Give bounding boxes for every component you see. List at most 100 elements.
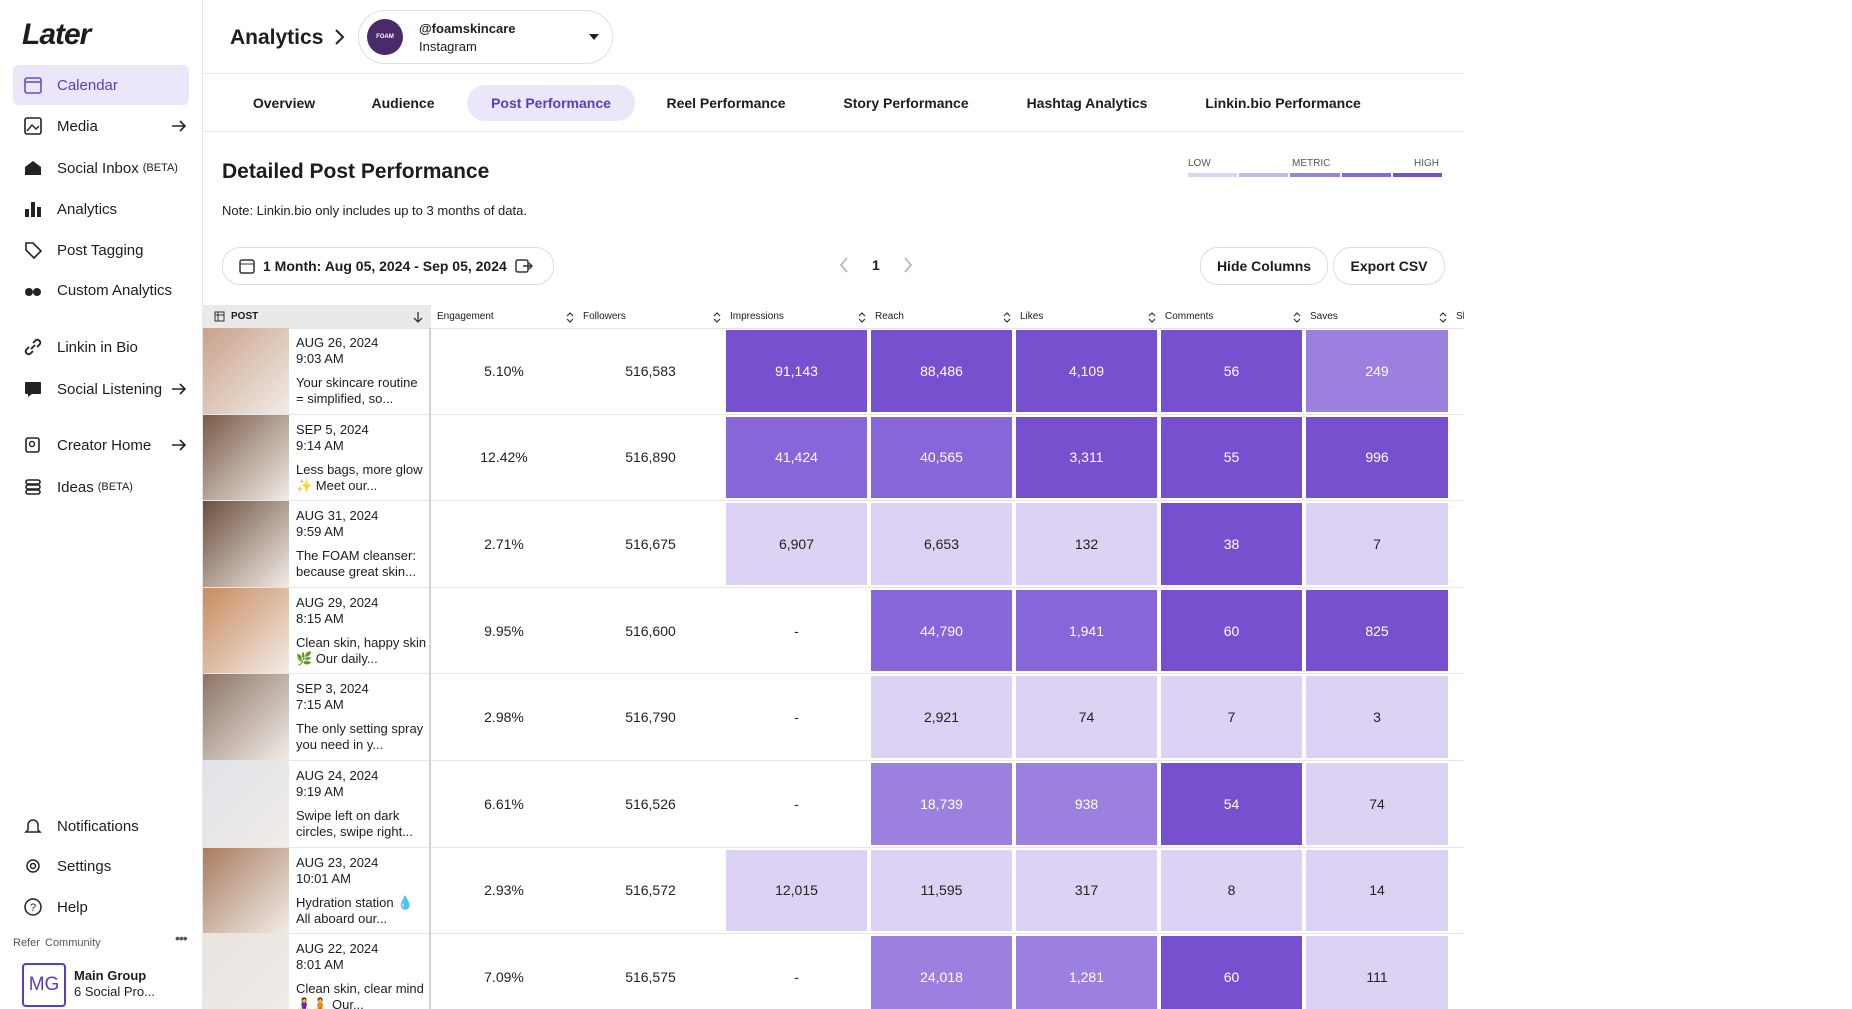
nav-item[interactable]: Social Listening xyxy=(13,369,189,409)
metric-cell: 41,424 xyxy=(726,416,867,499)
metric-cell: 516,526 xyxy=(579,763,722,845)
nav-icon xyxy=(25,202,41,217)
community-link[interactable]: Community xyxy=(45,937,101,949)
nav-label: Notifications xyxy=(57,817,139,835)
legend-swatch xyxy=(1188,173,1238,177)
sort-icon xyxy=(1293,311,1301,323)
nav-icon xyxy=(24,338,42,356)
post-thumbnail[interactable] xyxy=(203,587,289,674)
nav-item[interactable]: Notifications xyxy=(13,806,189,846)
post-column-border xyxy=(429,934,431,1009)
post-caption: Less bags, more glow ✨ Meet our... xyxy=(296,461,423,493)
nav-item[interactable]: Custom Analytics xyxy=(13,270,189,310)
column-title: Likes xyxy=(1020,311,1044,322)
post-column-border xyxy=(429,587,431,675)
tab[interactable]: Post Performance xyxy=(467,85,635,121)
workspace[interactable]: MG Main Group 6 Social Pro... xyxy=(22,963,192,1007)
post-thumbnail[interactable] xyxy=(203,328,289,414)
metric-cell: 2.98% xyxy=(433,676,575,758)
nav-item[interactable]: Linkin in Bio xyxy=(13,327,189,367)
export-csv-button[interactable]: Export CSV xyxy=(1333,247,1445,285)
tab[interactable]: Hashtag Analytics xyxy=(1026,95,1148,111)
post-caption: The FOAM cleanser: because great skin... xyxy=(296,548,416,580)
metric-cell: 4,109 xyxy=(1016,330,1157,412)
post-date: SEP 5, 2024 xyxy=(296,421,369,437)
column-header[interactable]: Comments xyxy=(1159,305,1310,329)
post-thumbnail[interactable] xyxy=(203,761,289,847)
column-header[interactable]: Followers xyxy=(577,305,730,329)
sort-icon xyxy=(713,311,721,323)
nav-label: Post Tagging xyxy=(57,241,144,259)
nav-icon xyxy=(24,77,42,94)
metric-cell: 3 xyxy=(1306,676,1448,758)
nav-item[interactable]: Calendar xyxy=(13,65,189,105)
metric-cell: 1,281 xyxy=(1016,936,1157,1009)
post-date: AUG 24, 2024 xyxy=(296,768,379,783)
metric-cell: 516,890 xyxy=(579,416,722,499)
post-thumbnail[interactable] xyxy=(203,934,289,1009)
metric-cell: 1,941 xyxy=(1016,589,1157,672)
next-page[interactable] xyxy=(902,256,914,274)
column-title: Impressions xyxy=(730,311,784,322)
prev-page[interactable] xyxy=(838,256,850,274)
account-switcher[interactable]: FOAM @foamskincare Instagram xyxy=(358,10,613,64)
column-header[interactable]: Sh xyxy=(1450,305,1464,329)
column-header[interactable]: POST xyxy=(203,305,433,329)
metric-cell: 7.09% xyxy=(433,936,575,1009)
post-thumbnail[interactable] xyxy=(203,414,289,501)
tab[interactable]: Overview xyxy=(252,95,316,111)
date-range-button[interactable]: 1 Month: Aug 05, 2024 - Sep 05, 2024 xyxy=(222,247,554,285)
nav-label: Social Inbox xyxy=(57,159,139,177)
metric-cell: 40,565 xyxy=(871,416,1012,499)
column-header[interactable]: Impressions xyxy=(724,305,875,329)
row-divider xyxy=(203,500,1464,502)
post-thumbnail[interactable] xyxy=(203,847,289,934)
nav-icon xyxy=(24,117,42,135)
metric-cell: 60 xyxy=(1161,936,1302,1009)
tab[interactable]: Linkin.bio Performance xyxy=(1205,95,1361,111)
nav-item[interactable]: ? Help xyxy=(13,887,189,927)
metric-cell: 24,018 xyxy=(871,936,1012,1009)
nav-item[interactable]: Social Inbox (BETA) xyxy=(13,148,189,188)
nav-item[interactable]: Settings xyxy=(13,846,189,886)
workspace-initials: MG xyxy=(22,963,66,1007)
date-range: 1 Month: Aug 05, 2024 - Sep 05, 2024 xyxy=(263,258,507,274)
column-header[interactable]: Likes xyxy=(1014,305,1165,329)
nav-icon xyxy=(25,479,41,495)
tab[interactable]: Reel Performance xyxy=(666,95,786,111)
tab[interactable]: Story Performance xyxy=(843,95,969,111)
metric-cell: 6,653 xyxy=(871,503,1012,585)
svg-text:?: ? xyxy=(30,902,36,914)
column-header[interactable]: Saves xyxy=(1304,305,1456,329)
nav-item[interactable]: Analytics xyxy=(13,189,189,229)
legend-low: LOW xyxy=(1188,158,1211,169)
post-date: AUG 29, 2024 xyxy=(296,594,379,610)
tab[interactable]: Audience xyxy=(371,95,435,111)
arrow-icon xyxy=(172,120,187,132)
metric-cell: - xyxy=(726,589,867,672)
arrow-icon xyxy=(172,383,187,395)
post-time: 9:14 AM xyxy=(296,437,344,453)
metric-cell: 2.71% xyxy=(433,503,575,585)
nav-label: Creator Home xyxy=(57,436,152,454)
chevron xyxy=(335,29,345,45)
nav-item[interactable]: Media xyxy=(13,106,189,146)
post-column-border xyxy=(429,847,431,935)
metric-cell: 6,907 xyxy=(726,503,867,585)
nav-item[interactable]: Post Tagging xyxy=(13,230,189,270)
row-divider xyxy=(203,586,1464,588)
nav-icon xyxy=(25,242,43,260)
hide-columns-button[interactable]: Hide Columns xyxy=(1200,247,1328,285)
nav-item[interactable]: Creator Home xyxy=(13,425,189,465)
post-time: 7:15 AM xyxy=(296,697,344,713)
column-header[interactable]: Engagement xyxy=(431,305,583,329)
post-thumbnail[interactable] xyxy=(203,674,289,760)
refer-link[interactable]: Refer xyxy=(13,937,40,949)
nav-item[interactable]: Ideas (BETA) xyxy=(13,467,189,507)
column-header[interactable]: Reach xyxy=(869,305,1020,329)
post-caption: Hydration station 💧 All aboard our... xyxy=(296,894,414,926)
post-thumbnail[interactable] xyxy=(203,501,289,587)
column-title: Reach xyxy=(875,311,904,322)
logo[interactable]: Later xyxy=(22,18,91,51)
